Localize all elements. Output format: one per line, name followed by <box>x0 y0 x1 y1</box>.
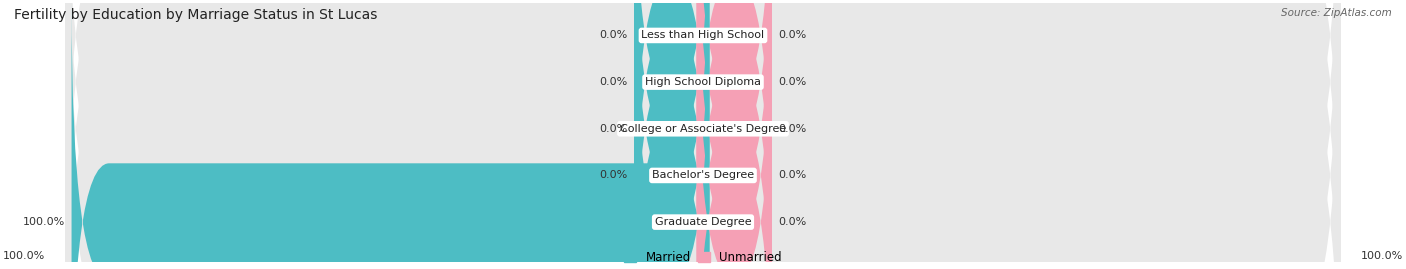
Legend: Married, Unmarried: Married, Unmarried <box>620 246 786 269</box>
Text: 0.0%: 0.0% <box>778 77 806 87</box>
Text: Source: ZipAtlas.com: Source: ZipAtlas.com <box>1281 8 1392 18</box>
Text: Fertility by Education by Marriage Status in St Lucas: Fertility by Education by Marriage Statu… <box>14 8 377 22</box>
Text: 100.0%: 100.0% <box>1361 251 1403 261</box>
FancyBboxPatch shape <box>634 0 709 269</box>
Text: 0.0%: 0.0% <box>778 30 806 40</box>
Text: 0.0%: 0.0% <box>778 217 806 227</box>
FancyBboxPatch shape <box>697 1 772 269</box>
Text: 100.0%: 100.0% <box>3 251 45 261</box>
FancyBboxPatch shape <box>634 0 709 257</box>
Text: 0.0%: 0.0% <box>600 171 628 180</box>
FancyBboxPatch shape <box>697 0 772 257</box>
Text: College or Associate's Degree: College or Associate's Degree <box>620 124 786 134</box>
FancyBboxPatch shape <box>65 0 1341 269</box>
FancyBboxPatch shape <box>65 0 1341 269</box>
Text: 0.0%: 0.0% <box>600 77 628 87</box>
Text: Less than High School: Less than High School <box>641 30 765 40</box>
Text: 0.0%: 0.0% <box>778 124 806 134</box>
Text: 0.0%: 0.0% <box>600 124 628 134</box>
FancyBboxPatch shape <box>697 0 772 269</box>
FancyBboxPatch shape <box>65 0 1341 269</box>
FancyBboxPatch shape <box>697 0 772 269</box>
Text: 100.0%: 100.0% <box>22 217 65 227</box>
Text: Graduate Degree: Graduate Degree <box>655 217 751 227</box>
Text: 0.0%: 0.0% <box>778 171 806 180</box>
Text: 0.0%: 0.0% <box>600 30 628 40</box>
Text: Bachelor's Degree: Bachelor's Degree <box>652 171 754 180</box>
Text: High School Diploma: High School Diploma <box>645 77 761 87</box>
FancyBboxPatch shape <box>65 0 1341 269</box>
FancyBboxPatch shape <box>697 0 772 269</box>
FancyBboxPatch shape <box>634 0 709 269</box>
FancyBboxPatch shape <box>72 1 709 269</box>
FancyBboxPatch shape <box>65 0 1341 269</box>
FancyBboxPatch shape <box>634 0 709 269</box>
